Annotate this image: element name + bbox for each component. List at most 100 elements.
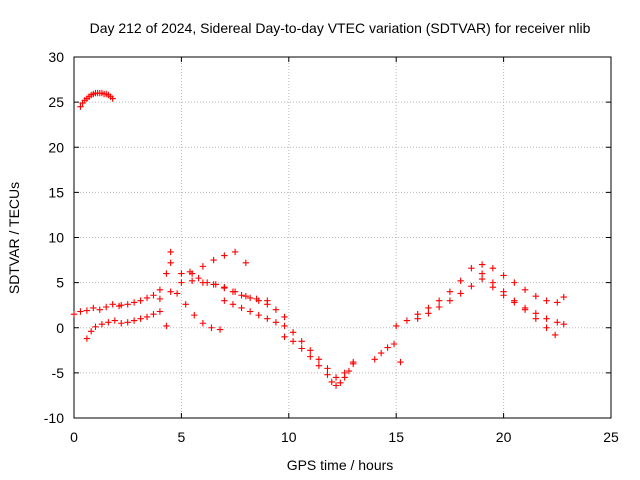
data-point: [414, 315, 421, 322]
y-tick-label: -10: [44, 410, 64, 426]
series-arc-l: [393, 261, 561, 330]
data-point: [210, 256, 217, 264]
data-point: [77, 308, 84, 315]
data-point: [543, 297, 550, 304]
data-point: [500, 272, 507, 279]
data-point: [231, 248, 239, 256]
data-point: [457, 290, 464, 297]
data-point: [156, 308, 164, 315]
data-point: [551, 331, 559, 339]
data-point: [478, 261, 486, 268]
data-point: [332, 374, 340, 381]
data-point: [446, 288, 454, 295]
data-point: [167, 288, 174, 295]
data-point: [478, 275, 486, 283]
data-point: [182, 301, 189, 308]
data-point: [532, 292, 540, 300]
x-tick-label: 25: [603, 429, 619, 445]
data-point: [98, 320, 106, 328]
data-point: [167, 259, 174, 266]
grid: [74, 57, 611, 418]
data-point: [328, 378, 335, 386]
data-point: [289, 338, 297, 345]
data-point: [281, 313, 288, 321]
data-point: [143, 313, 151, 321]
series-arc-d: [118, 308, 170, 330]
y-tick-label: -5: [52, 365, 65, 381]
data-point: [167, 248, 174, 256]
data-point: [186, 268, 194, 275]
data-point: [478, 270, 486, 277]
y-tick-label: 30: [48, 49, 64, 65]
series-arc-c: [118, 248, 174, 309]
data-point: [178, 279, 185, 286]
data-point: [92, 323, 99, 331]
data-point: [118, 320, 125, 327]
data-point: [163, 270, 170, 277]
series-arc-i: [221, 297, 357, 381]
data-point: [109, 301, 116, 308]
data-point: [70, 311, 78, 318]
data-point: [521, 306, 529, 313]
data-point: [173, 290, 181, 297]
series-arc-g: [173, 290, 224, 333]
data-point: [298, 338, 305, 345]
data-point: [281, 322, 288, 330]
data-point: [150, 311, 157, 318]
data-point: [532, 315, 540, 322]
data-point: [272, 319, 280, 326]
data-point: [371, 356, 378, 363]
data-point: [425, 304, 432, 312]
data-point: [390, 340, 398, 348]
data-point: [255, 311, 262, 319]
data-point: [188, 277, 196, 285]
y-tick-label: 5: [56, 275, 64, 291]
data-point: [425, 310, 432, 317]
data-point: [143, 294, 151, 302]
x-tick-label: 15: [388, 429, 404, 445]
data-point: [221, 297, 228, 304]
data-point: [191, 311, 198, 319]
x-axis-label: GPS time / hours: [287, 457, 394, 473]
data-point: [130, 299, 138, 306]
series-arc-a: [70, 301, 123, 318]
y-tick-label: 20: [48, 139, 64, 155]
data-point: [272, 306, 280, 313]
data-point: [337, 379, 344, 387]
series-arc-e: [156, 248, 250, 303]
data-point: [229, 301, 237, 308]
series-arc-h: [186, 268, 288, 321]
data-point: [543, 324, 550, 331]
data-point: [242, 259, 250, 266]
data-point: [324, 365, 331, 372]
data-point: [150, 292, 157, 299]
data-point: [489, 279, 497, 286]
data-point: [103, 303, 110, 311]
data-point: [345, 367, 353, 375]
data-point: [178, 270, 185, 277]
data-point: [124, 319, 131, 326]
y-tick-label: 0: [56, 320, 64, 336]
data-point: [332, 382, 340, 389]
data-point: [511, 297, 518, 304]
series-arc-k: [371, 340, 404, 366]
data-point: [242, 292, 250, 300]
axis-ticks: 0 5 10 15 20 25 -10 -5 0 5 10 15 20 25 30: [44, 49, 619, 445]
data-point: [435, 297, 443, 304]
data-point: [264, 301, 271, 308]
data-point: [384, 344, 391, 351]
data-point: [221, 252, 228, 259]
data-point: [246, 294, 254, 302]
data-point: [229, 288, 237, 295]
data-point: [289, 329, 297, 336]
series-arc-n: [478, 270, 567, 339]
data-point: [195, 274, 202, 282]
data-point: [560, 320, 567, 328]
data-point: [83, 335, 91, 342]
data-point: [521, 286, 529, 294]
data-point: [315, 362, 323, 369]
series-arc-j: [281, 333, 357, 389]
data-point: [307, 353, 314, 360]
x-tick-label: 10: [281, 429, 297, 445]
